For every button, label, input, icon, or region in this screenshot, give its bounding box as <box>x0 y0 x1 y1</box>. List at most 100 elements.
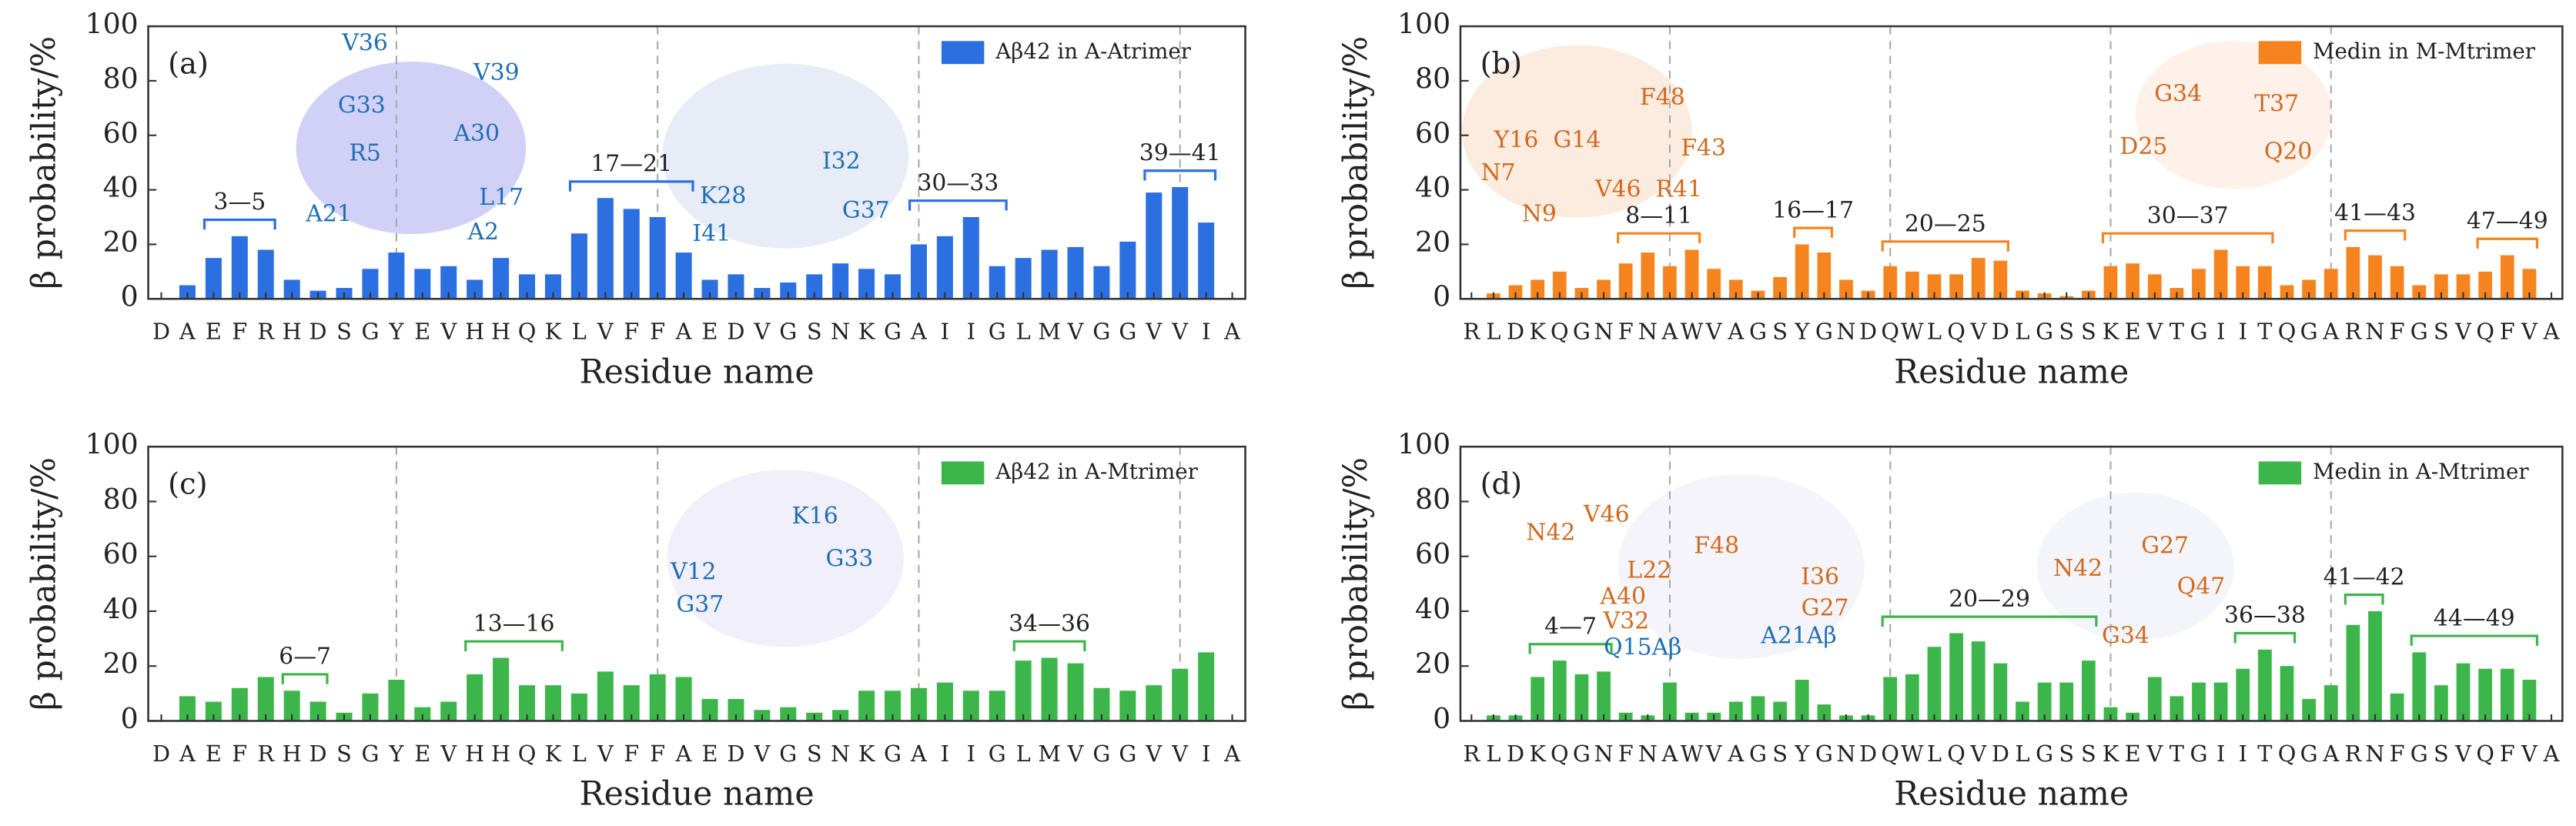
bar <box>2126 263 2140 299</box>
x-tick-label: L <box>1486 319 1500 345</box>
y-axis-title: β probability/% <box>1337 457 1376 711</box>
bar <box>2280 666 2294 721</box>
bar <box>1795 680 1809 721</box>
bracket-label: 47—49 <box>2467 208 2548 235</box>
x-tick-label: S <box>2081 319 2096 345</box>
x-tick-label: N <box>831 741 850 767</box>
x-tick-label: E <box>2125 741 2141 767</box>
inset-label: F48 <box>1640 84 1685 111</box>
x-tick-label: V <box>1145 319 1163 345</box>
bar <box>2037 682 2052 721</box>
bar <box>989 691 1005 721</box>
x-tick-label: Y <box>388 741 404 767</box>
y-tick-label: 0 <box>121 280 139 313</box>
bracket-label: 16—17 <box>1772 197 1854 224</box>
bar <box>231 687 248 721</box>
x-tick-label: S <box>2059 319 2074 345</box>
x-tick-label: Q <box>2278 319 2297 345</box>
inset-label: G34 <box>2154 81 2202 108</box>
x-tick-label: V <box>2454 319 2472 345</box>
x-tick-label: A <box>1727 319 1745 345</box>
x-tick-label: A <box>2543 319 2561 345</box>
bar <box>1597 279 1611 299</box>
bar <box>1817 252 1832 299</box>
x-axis-title: Residue name <box>1894 353 2129 391</box>
x-tick-label: E <box>2125 319 2141 345</box>
x-tick-label: V <box>1705 319 1723 345</box>
bar <box>806 274 823 299</box>
protein-inset <box>667 470 904 647</box>
bracket <box>2343 229 2407 241</box>
y-tick-label: 40 <box>1415 171 1450 204</box>
x-tick-label: F <box>1618 319 1634 345</box>
x-tick-label: S <box>336 741 352 767</box>
bar <box>283 691 300 721</box>
x-tick-label: I <box>2216 741 2225 767</box>
bar <box>780 282 797 299</box>
bracket-label: 3—5 <box>213 189 266 216</box>
bar <box>1618 263 1633 299</box>
x-tick-label: G <box>2190 741 2208 767</box>
x-tick-label: G <box>361 741 379 767</box>
x-tick-label: R <box>1463 741 1480 767</box>
y-axis-title: β probability/% <box>1337 36 1376 289</box>
x-tick-label: G <box>1749 741 1767 767</box>
x-tick-label: A <box>675 319 693 345</box>
y-tick-label: 40 <box>1415 592 1450 625</box>
x-tick-label: D <box>1507 319 1524 345</box>
x-tick-label: N <box>1836 319 1855 345</box>
x-tick-label: W <box>1901 319 1924 345</box>
x-tick-label: V <box>2454 741 2472 767</box>
bar <box>493 258 510 299</box>
bar <box>1531 677 1545 721</box>
bar <box>1728 279 1743 299</box>
bar <box>2368 255 2382 299</box>
bracket <box>1617 232 1701 243</box>
x-tick-label: D <box>309 319 327 345</box>
x-tick-label: I <box>2239 319 2247 345</box>
x-tick-label: I <box>1202 741 1210 767</box>
bar <box>1663 682 1677 721</box>
y-tick-label: 20 <box>103 647 139 681</box>
x-tick-label: I <box>941 319 949 345</box>
x-tick-label: G <box>2300 741 2318 767</box>
y-tick-label: 100 <box>85 8 139 41</box>
x-tick-label: K <box>2103 741 2119 767</box>
x-tick-label: V <box>440 319 457 345</box>
bar <box>962 691 979 721</box>
x-tick-label: H <box>465 319 484 345</box>
x-tick-label: F <box>232 319 247 345</box>
x-tick-label: D <box>1992 741 2009 767</box>
inset-label: K16 <box>791 503 838 530</box>
axes-frame <box>1459 445 2564 722</box>
bracket <box>1793 226 1833 238</box>
bar <box>623 209 640 299</box>
x-tick-label: D <box>1507 741 1524 767</box>
x-tick-label: L <box>572 319 587 345</box>
bar <box>884 274 902 299</box>
x-tick-label: E <box>414 319 430 345</box>
bar <box>388 252 405 299</box>
x-tick-label: R <box>2345 741 2363 767</box>
inset-label: Y16 <box>1494 126 1539 153</box>
x-tick-label: G <box>2300 319 2318 345</box>
bar <box>2192 682 2206 721</box>
bar <box>2390 266 2404 299</box>
bar <box>205 701 222 721</box>
x-tick-label: L <box>1486 741 1500 767</box>
bar <box>1927 647 1942 721</box>
x-tick-label: G <box>989 319 1006 345</box>
x-tick-label: V <box>1969 319 1987 345</box>
bar <box>2103 266 2118 299</box>
x-tick-label: Q <box>1551 741 1569 767</box>
bar <box>2412 285 2427 299</box>
inset-label: G37 <box>676 591 724 618</box>
bar <box>2412 652 2427 721</box>
x-tick-label: K <box>545 741 562 767</box>
x-tick-label: S <box>2059 741 2074 767</box>
bracket-label: 8—11 <box>1625 202 1692 229</box>
bar <box>780 707 797 721</box>
bar <box>2147 677 2162 721</box>
x-tick-label: A <box>1223 741 1241 767</box>
x-tick-label: G <box>2190 319 2208 345</box>
